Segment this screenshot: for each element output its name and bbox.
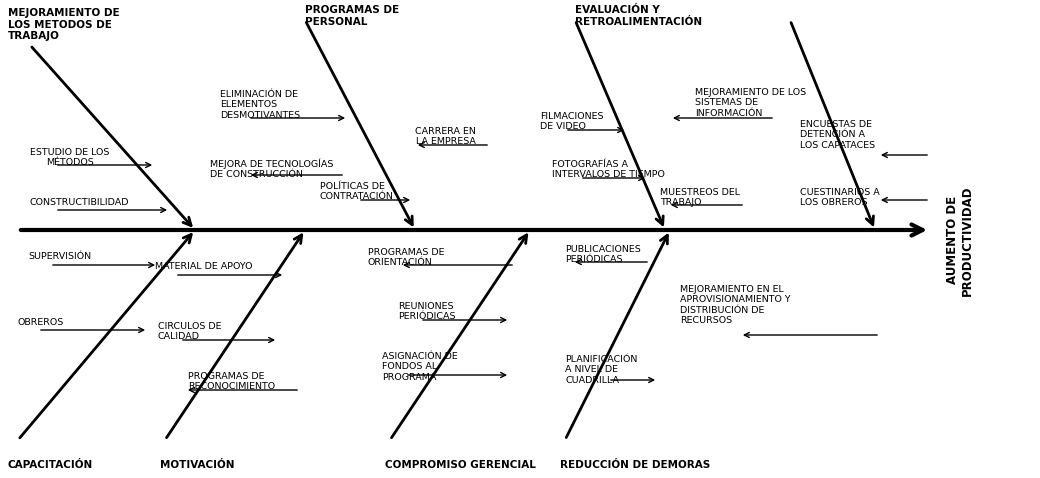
Text: PROGRAMAS DE
ORIENTACIÓN: PROGRAMAS DE ORIENTACIÓN — [368, 248, 444, 267]
Text: ENCUESTAS DE
DETENCIÓN A
LOS CAPATACES: ENCUESTAS DE DETENCIÓN A LOS CAPATACES — [800, 120, 875, 150]
Text: SUPERVISIÓN: SUPERVISIÓN — [28, 252, 92, 261]
Text: MEJORAMIENTO DE LOS
SISTEMAS DE
INFORMACIÓN: MEJORAMIENTO DE LOS SISTEMAS DE INFORMAC… — [695, 88, 806, 118]
Text: COMPROMISO GERENCIAL: COMPROMISO GERENCIAL — [385, 460, 536, 470]
Text: PUBLICACIONES
PERIÓDICAS: PUBLICACIONES PERIÓDICAS — [565, 245, 641, 264]
Text: AUMENTO DE
PRODUCTIVIDAD: AUMENTO DE PRODUCTIVIDAD — [946, 185, 974, 295]
Text: ESTUDIO DE LOS
MÉTODOS: ESTUDIO DE LOS MÉTODOS — [30, 148, 109, 167]
Text: ELIMINACIÓN DE
ELEMENTOS
DESMOTIVANTES: ELIMINACIÓN DE ELEMENTOS DESMOTIVANTES — [220, 90, 301, 120]
Text: MATERIAL DE APOYO: MATERIAL DE APOYO — [155, 262, 253, 271]
Text: MEJORAMIENTO DE
LOS METODOS DE
TRABAJO: MEJORAMIENTO DE LOS METODOS DE TRABAJO — [8, 8, 120, 41]
Text: POLÍTICAS DE
CONTRATACIÓN: POLÍTICAS DE CONTRATACIÓN — [320, 182, 394, 201]
Text: REDUCCIÓN DE DEMORAS: REDUCCIÓN DE DEMORAS — [560, 460, 710, 470]
Text: CIRCULOS DE
CALIDAD: CIRCULOS DE CALIDAD — [158, 322, 222, 341]
Text: REUNIONES
PERIÓDICAS: REUNIONES PERIÓDICAS — [398, 302, 456, 321]
Text: MOTIVACIÓN: MOTIVACIÓN — [160, 460, 234, 470]
Text: MEJORAMIENTO EN EL
APROVISIONAMIENTO Y
DISTRIBUCIÓN DE
RECURSOS: MEJORAMIENTO EN EL APROVISIONAMIENTO Y D… — [680, 285, 790, 325]
Text: PLANIFICACIÓN
A NIVEL DE
CUADRILLA: PLANIFICACIÓN A NIVEL DE CUADRILLA — [565, 355, 638, 385]
Text: FOTOGRAFÍAS A
INTERVALOS DE TIEMPO: FOTOGRAFÍAS A INTERVALOS DE TIEMPO — [552, 160, 665, 179]
Text: PROGRAMAS DE
PERSONAL: PROGRAMAS DE PERSONAL — [305, 5, 399, 27]
Text: PROGRAMAS DE
RECONOCIMIENTO: PROGRAMAS DE RECONOCIMIENTO — [188, 372, 276, 391]
Text: MEJORA DE TECNOLOGÍAS
DE CONSTRUCCIÓN: MEJORA DE TECNOLOGÍAS DE CONSTRUCCIÓN — [210, 158, 334, 179]
Text: MUESTREOS DEL
TRABAJO: MUESTREOS DEL TRABAJO — [660, 188, 740, 207]
Text: CONSTRUCTIBILIDAD: CONSTRUCTIBILIDAD — [30, 198, 130, 207]
Text: CARRERA EN
LA EMPRESA: CARRERA EN LA EMPRESA — [415, 127, 476, 146]
Text: CAPACITACIÓN: CAPACITACIÓN — [8, 460, 94, 470]
Text: FILMACIONES
DE VIDEO: FILMACIONES DE VIDEO — [540, 112, 603, 131]
Text: EVALUACIÓN Y
RETROALIMENTACIÓN: EVALUACIÓN Y RETROALIMENTACIÓN — [575, 5, 702, 27]
Text: ASIGNACIÓN DE
FONDOS AL
PROGRAMA: ASIGNACIÓN DE FONDOS AL PROGRAMA — [382, 352, 458, 382]
Text: OBREROS: OBREROS — [18, 318, 64, 327]
Text: CUESTINARIOS A
LOS OBREROS: CUESTINARIOS A LOS OBREROS — [800, 188, 880, 207]
